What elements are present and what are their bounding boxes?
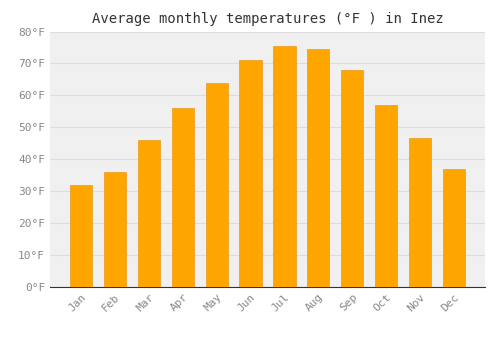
Title: Average monthly temperatures (°F ) in Inez: Average monthly temperatures (°F ) in In… [92, 12, 444, 26]
Bar [70, 185, 92, 287]
Bar [443, 169, 465, 287]
Bar [376, 105, 398, 287]
Bar [172, 108, 194, 287]
Bar [240, 60, 262, 287]
Bar [342, 70, 363, 287]
Bar [138, 140, 160, 287]
Bar [206, 83, 228, 287]
Bar [308, 49, 330, 287]
Bar [409, 139, 432, 287]
Bar [274, 46, 295, 287]
Bar [104, 172, 126, 287]
